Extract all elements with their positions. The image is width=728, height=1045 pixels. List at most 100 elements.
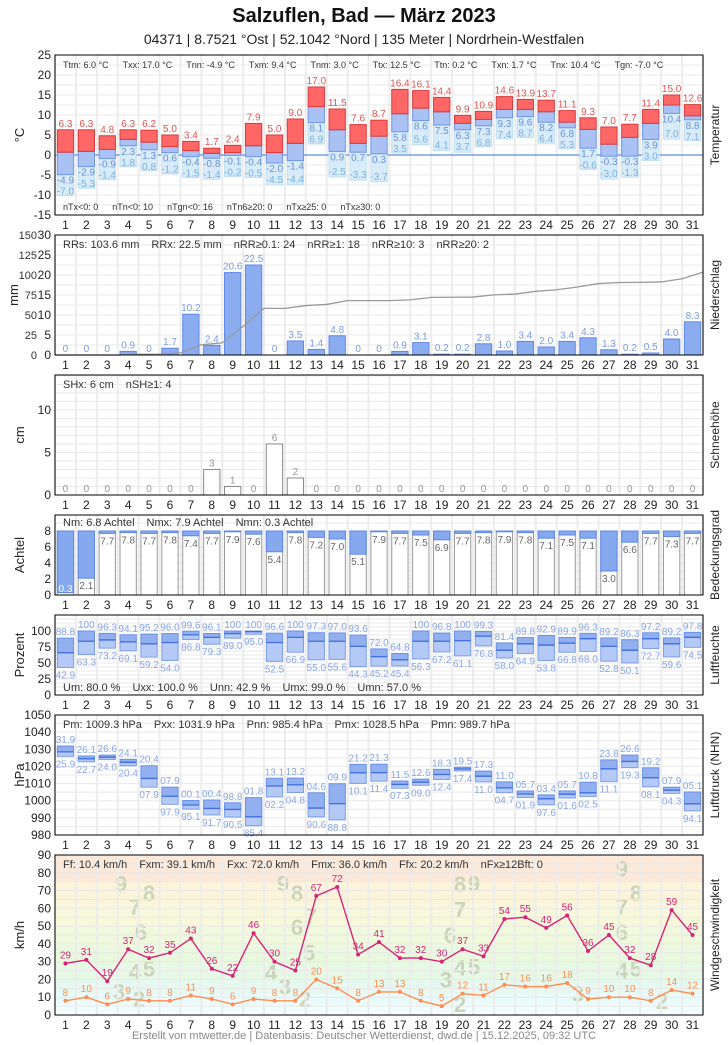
data-label: 4.1	[435, 141, 449, 152]
beaufort-label: 8	[291, 881, 303, 906]
data-label: 2.3	[121, 147, 135, 158]
x-tick-label: 9	[229, 698, 236, 712]
y-tick-label: -10	[34, 188, 52, 202]
max-temp-bar	[600, 126, 618, 145]
data-label: 7.5	[560, 538, 574, 549]
min-range-bar	[370, 772, 388, 782]
y-tick-label-cumulative: 25	[25, 330, 37, 342]
max-temp-bar	[453, 114, 472, 124]
max-temp-bar	[77, 129, 96, 152]
data-label: 55.6	[327, 662, 347, 673]
data-label: -1.3	[621, 168, 639, 179]
side-label: Luftdruck (NHN)	[708, 732, 722, 819]
data-label: 8	[272, 988, 278, 999]
data-label: 3	[209, 458, 215, 469]
mean-wind-point	[147, 998, 152, 1003]
data-label: 2.8	[477, 333, 491, 344]
data-label: 6.3	[79, 119, 93, 130]
min-temp-bar	[412, 107, 430, 122]
data-label: 6	[272, 433, 278, 444]
x-tick-label: 2	[83, 598, 90, 612]
gust-wind-point	[105, 979, 110, 984]
x-tick-label: 6	[167, 698, 174, 712]
data-label: 7.0	[602, 116, 616, 127]
data-label: 45.2	[369, 669, 389, 680]
beaufort-layer: 23456789234567892345678923456789	[55, 855, 703, 1017]
y-axis-label: Prozent	[12, 632, 27, 677]
x-tick-label: 6	[167, 1018, 174, 1032]
x-tick-label: 23	[519, 498, 533, 512]
max-temp-bar	[621, 123, 639, 138]
x-tick-label: 8	[208, 498, 215, 512]
stat-label: nTgn<0: 16	[167, 202, 213, 212]
max-temp-bar	[56, 129, 75, 153]
x-tick-label: 24	[540, 358, 554, 372]
data-label: 11	[478, 982, 489, 993]
min-range-bar	[182, 634, 200, 640]
min-temp-bar	[349, 142, 367, 153]
mean-wind-point	[648, 998, 653, 1003]
snow-bar	[265, 443, 284, 496]
min-range-bar	[224, 808, 242, 818]
data-label: 07.3	[390, 791, 410, 802]
data-label: 0	[627, 484, 633, 495]
x-tick-label: 29	[644, 598, 658, 612]
cloud-free-bar	[56, 530, 75, 594]
data-label: 10.8	[578, 771, 598, 782]
y-tick-label: 6	[44, 540, 51, 554]
y-axis-label: km/h	[12, 921, 27, 949]
data-label: 46	[248, 920, 260, 931]
data-label: 0.2	[456, 343, 470, 354]
data-label: 0	[543, 484, 549, 495]
beaufort-band	[55, 979, 703, 994]
x-tick-label: 30	[665, 358, 679, 372]
data-label: 86.3	[620, 629, 640, 640]
data-label: 73.2	[98, 651, 118, 662]
beaufort-label: 4	[129, 959, 142, 984]
data-label: 7.1	[686, 132, 700, 143]
stat-label: Ttn: 0.2 °C	[434, 60, 478, 70]
precip-bar	[307, 348, 325, 356]
x-tick-label: 16	[372, 598, 386, 612]
x-tick-label: 19	[435, 498, 449, 512]
data-label: 6.9	[435, 543, 449, 554]
stat-label: Pmx: 1028.5 hPa	[334, 719, 419, 731]
x-tick-label: 20	[456, 838, 470, 852]
data-label: 0	[690, 484, 696, 495]
data-label: 55	[520, 904, 532, 915]
y-tick-label: 5	[44, 445, 51, 459]
max-temp-bar	[265, 134, 284, 154]
max-temp-bar	[98, 135, 116, 150]
x-tick-label: 16	[372, 838, 386, 852]
y-tick-label: 20	[38, 268, 52, 282]
x-tick-label: 2	[83, 498, 90, 512]
data-label: 0	[564, 484, 570, 495]
min-temp-bar	[203, 152, 221, 159]
data-label: -0.9	[99, 160, 117, 171]
min-range-bar	[453, 640, 472, 657]
y-tick-label: 990	[31, 811, 51, 825]
data-label: 5.8	[393, 133, 407, 144]
data-label: 1.0	[497, 340, 511, 351]
data-label: 85.4	[244, 829, 264, 840]
panel-frame	[54, 854, 704, 1016]
mean-wind-point	[251, 997, 256, 1001]
stat-label: Tnn: -4.9 °C	[186, 60, 235, 70]
cloud-free-bar	[621, 530, 639, 543]
y-axis-label: Achtel	[12, 537, 27, 573]
side-label: Temperatur	[708, 105, 722, 166]
x-tick-label: 17	[393, 218, 407, 232]
data-label: 0	[334, 484, 340, 495]
x-tick-label: 31	[686, 838, 700, 852]
data-label: 7.7	[644, 536, 658, 547]
x-tick-label: 18	[414, 498, 428, 512]
x-tick-label: 3	[104, 698, 111, 712]
stat-label: Nmn: 0.3 Achtel	[236, 517, 314, 529]
stat-label: Txm: 9.4 °C	[249, 60, 297, 70]
x-tick-label: 2	[83, 698, 90, 712]
max-temp-bar	[642, 108, 660, 124]
data-label: 0	[188, 484, 194, 495]
